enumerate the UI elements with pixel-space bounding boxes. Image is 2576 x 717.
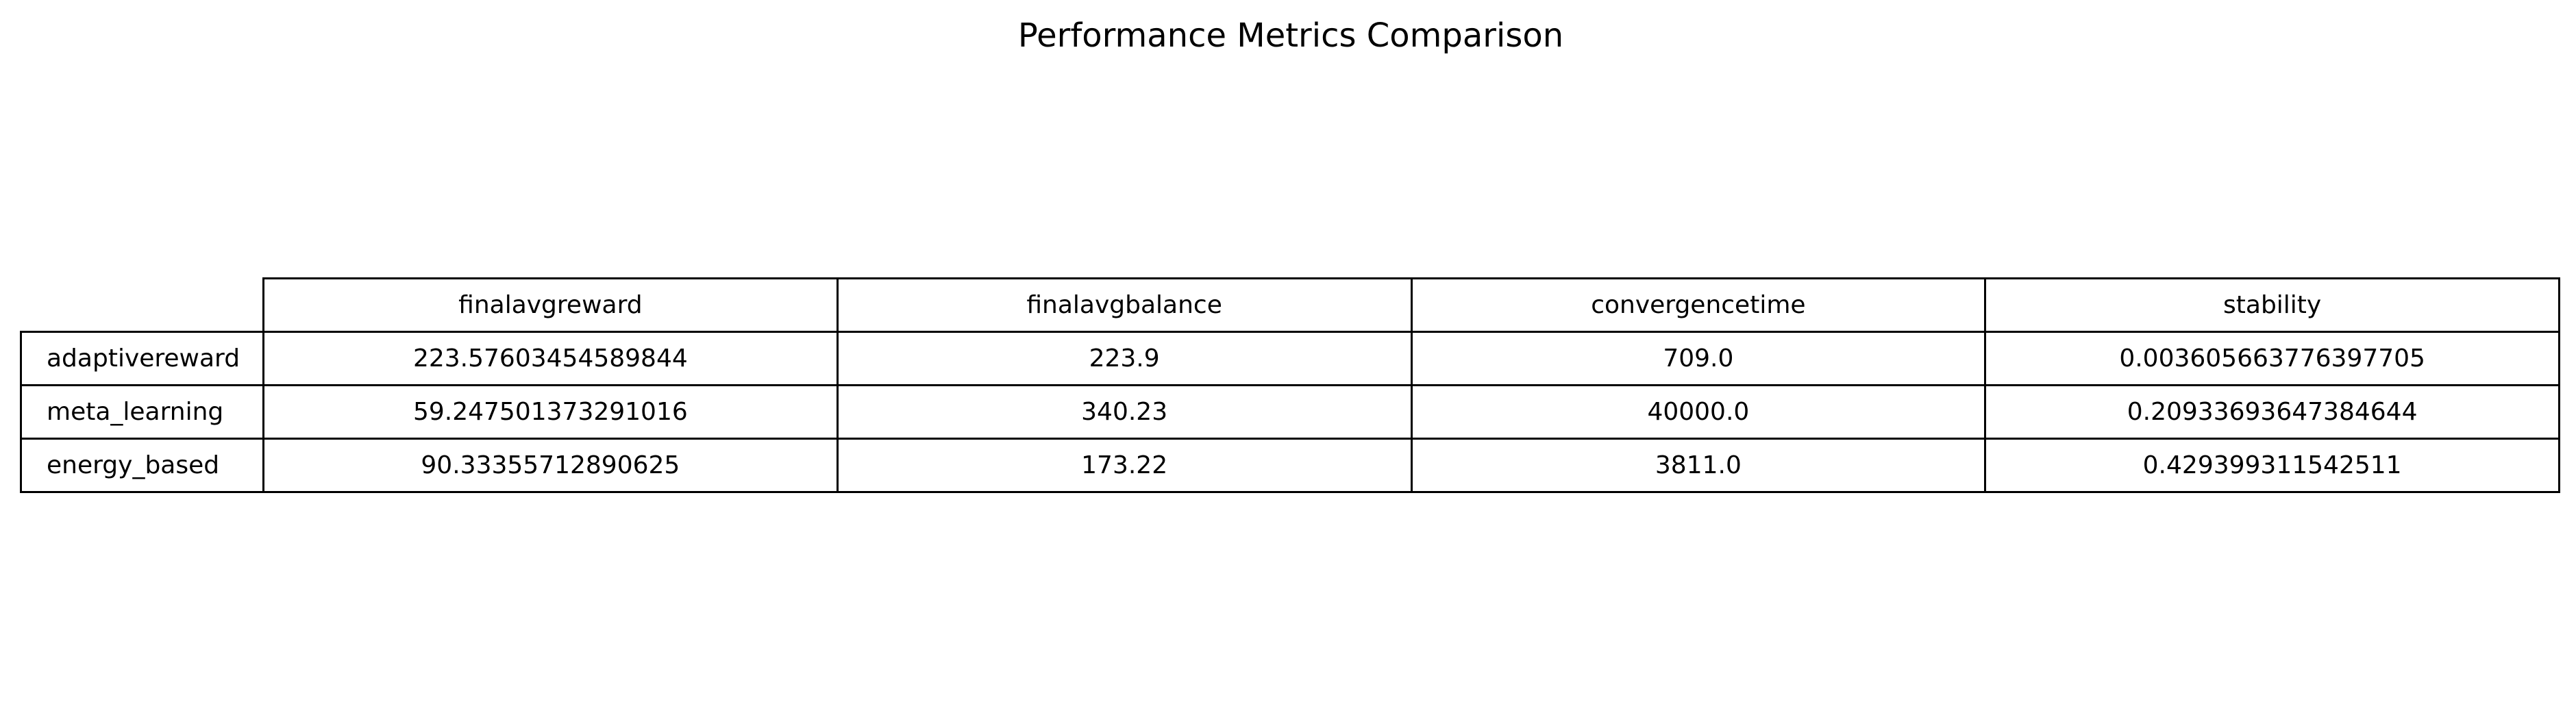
metrics-table-container: finalavgreward finalavgbalance convergen… (20, 277, 2560, 493)
column-header: finalavgbalance (836, 277, 1413, 333)
table-cell: 40000.0 (1410, 384, 1987, 440)
table-row: adaptivereward 223.57603454589844 223.9 … (20, 331, 2560, 386)
column-header: stability (1984, 277, 2560, 333)
table-cell: 3811.0 (1410, 438, 1987, 493)
table-row: meta_learning 59.247501373291016 340.23 … (20, 384, 2560, 440)
table-header-row: finalavgreward finalavgbalance convergen… (21, 277, 2560, 333)
table-cell: 709.0 (1410, 331, 1987, 386)
table-cell: 223.9 (836, 331, 1413, 386)
table-cell: 0.20933693647384644 (1984, 384, 2560, 440)
table-cell: 173.22 (836, 438, 1413, 493)
table-cell: 223.57603454589844 (262, 331, 839, 386)
row-label: adaptivereward (20, 331, 264, 386)
table-cell: 59.247501373291016 (262, 384, 839, 440)
row-label: meta_learning (20, 384, 264, 440)
chart-title: Performance Metrics Comparison (1017, 16, 1564, 55)
column-header: convergencetime (1410, 277, 1987, 333)
table-cell: 0.003605663776397705 (1984, 331, 2560, 386)
column-header: finalavgreward (262, 277, 839, 333)
table-row: energy_based 90.33355712890625 173.22 38… (20, 438, 2560, 493)
table-corner-cell (21, 278, 264, 333)
table-cell: 0.429399311542511 (1984, 438, 2560, 493)
metrics-table: finalavgreward finalavgbalance convergen… (20, 277, 2560, 493)
table-cell: 90.33355712890625 (262, 438, 839, 493)
row-label: energy_based (20, 438, 264, 493)
table-cell: 340.23 (836, 384, 1413, 440)
